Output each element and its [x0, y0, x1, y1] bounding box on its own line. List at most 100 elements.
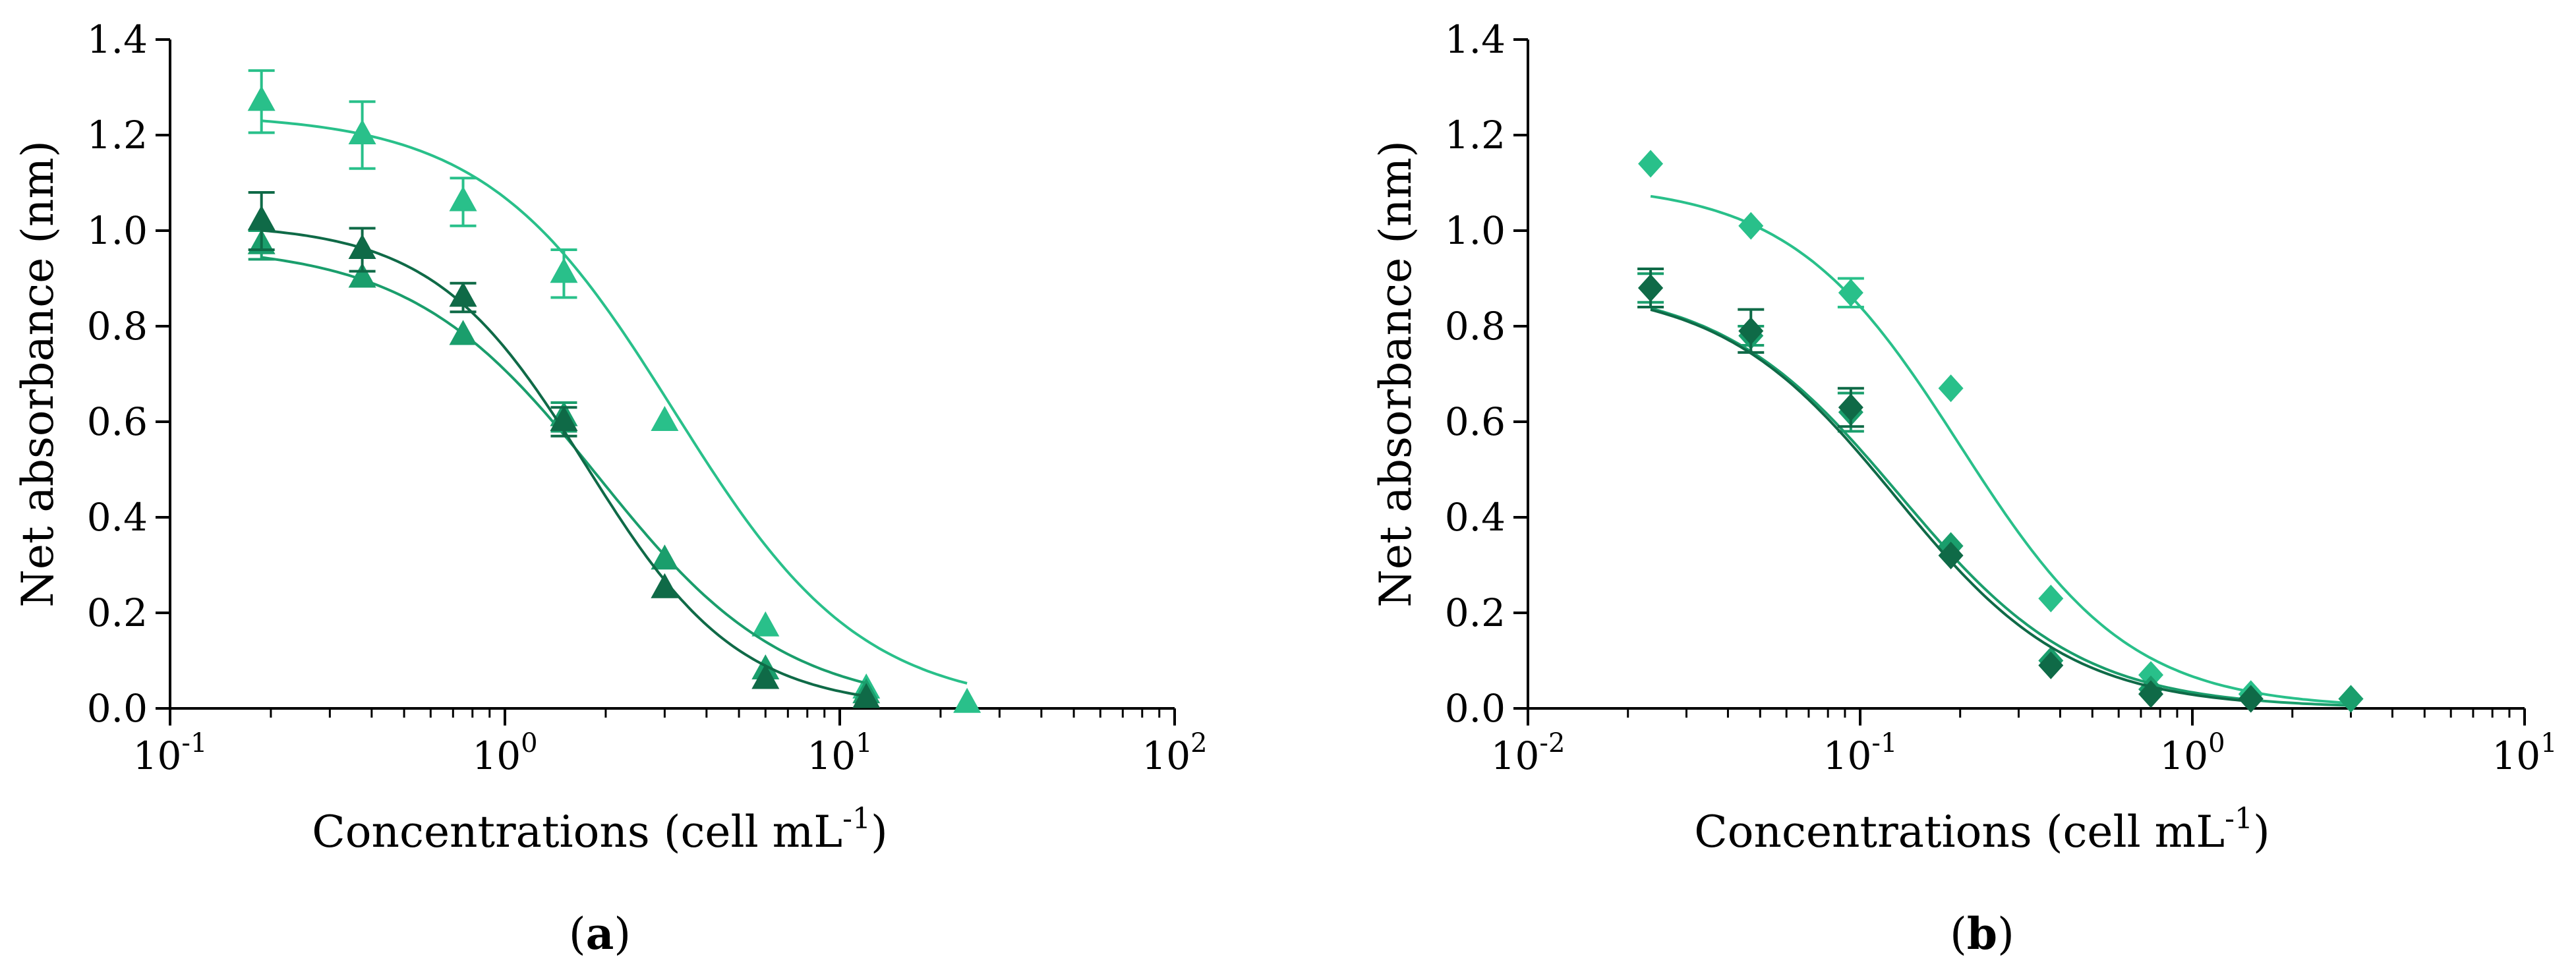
data-point [348, 234, 376, 259]
panel-label-close: ) [614, 909, 631, 959]
x-tick-exponent: 2 [1190, 728, 1207, 758]
x-tick-base: 10 [472, 733, 521, 778]
data-point [247, 86, 276, 111]
x-tick-label: 101 [2492, 728, 2557, 778]
data-point [1638, 274, 1664, 302]
y-tick-label: 0.8 [87, 304, 148, 349]
data-point [348, 262, 376, 288]
y-tick-label: 0.4 [1445, 495, 1506, 540]
x-tick-base: 10 [133, 733, 182, 778]
series-1 [247, 69, 981, 713]
series-2 [247, 229, 881, 704]
data-point [1638, 150, 1664, 178]
x-axis-title-superscript: -1 [2225, 802, 2253, 836]
fit-curve [1650, 194, 2351, 705]
data-point [550, 258, 578, 283]
series-3 [247, 191, 881, 708]
data-point [449, 186, 477, 212]
fit-curve [1650, 306, 2351, 707]
y-tick-label: 0.8 [1445, 304, 1506, 349]
data-point [247, 205, 276, 231]
data-point [1938, 542, 1964, 569]
x-tick-label: 100 [2159, 728, 2225, 778]
x-tick-exponent: 1 [2540, 728, 2557, 758]
data-point [1738, 317, 1764, 345]
data-point [449, 281, 477, 307]
data-point [1838, 279, 1863, 307]
x-tick-label: 100 [472, 728, 537, 778]
x-tick-exponent: 0 [2208, 728, 2225, 758]
data-point [2238, 685, 2264, 713]
data-point [2038, 651, 2064, 679]
y-tick-label: 1.0 [87, 208, 148, 253]
x-tick-exponent: 1 [856, 728, 872, 758]
x-tick-base: 10 [1491, 733, 1540, 778]
y-tick-label: 1.4 [87, 17, 148, 62]
panel-label: (b) [1950, 908, 2014, 959]
series-3 [1637, 268, 2264, 713]
data-point [449, 320, 477, 345]
data-point [2038, 585, 2064, 613]
y-tick-label: 0.6 [87, 399, 148, 444]
x-tick-label: 10-1 [1823, 728, 1898, 778]
y-tick-label: 1.0 [1445, 208, 1506, 253]
x-axis-title-main: Concentrations (cell mL [312, 807, 842, 857]
x-tick-base: 10 [807, 733, 856, 778]
x-axis-title: Concentrations (cell mL-1) [312, 802, 887, 857]
panel-label-letter: b [1967, 908, 1997, 959]
chart-panel-1: 0.00.20.40.60.81.01.21.410-1 100 101 102Net… [13, 17, 1208, 959]
x-axis-title-main: Concentrations (cell mL [1694, 807, 2225, 857]
fit-curve [1650, 308, 2251, 703]
chart-panel-2: 0.00.20.40.60.81.01.21.410-2 10-1 100 101Ne… [1370, 17, 2558, 959]
data-point [550, 406, 578, 431]
x-axis-title-close: ) [2253, 807, 2270, 857]
data-point [1738, 212, 1764, 240]
data-point [2138, 680, 2164, 708]
x-tick-base: 10 [2492, 733, 2540, 778]
y-tick-label: 1.2 [87, 113, 148, 157]
data-point [852, 683, 881, 708]
x-tick-label: 102 [1142, 728, 1207, 778]
x-axis-title-superscript: -1 [842, 802, 871, 836]
y-tick-label: 0.0 [87, 686, 148, 731]
y-tick-label: 0.2 [1445, 590, 1506, 635]
x-axis-title-close: ) [871, 807, 888, 857]
panel-label-close: ) [1997, 909, 2014, 959]
x-tick-exponent: -1 [1871, 728, 1897, 758]
data-point [651, 573, 679, 598]
data-point [651, 406, 679, 431]
data-point [651, 544, 679, 570]
panel-label-letter: a [586, 908, 614, 959]
data-point [2338, 685, 2364, 713]
x-tick-exponent: -2 [1539, 728, 1565, 758]
fit-curve [261, 119, 968, 685]
x-tick-label: 10-1 [133, 728, 208, 778]
y-tick-label: 1.2 [1445, 113, 1506, 157]
panel-label-open: ( [569, 909, 586, 959]
y-tick-label: 0.0 [1445, 686, 1506, 731]
y-tick-label: 0.4 [87, 495, 148, 540]
data-point [1838, 393, 1863, 422]
x-tick-base: 10 [1142, 733, 1190, 778]
x-tick-label: 101 [807, 728, 872, 778]
x-tick-base: 10 [2159, 733, 2208, 778]
x-tick-base: 10 [1823, 733, 1872, 778]
panel-label-open: ( [1950, 909, 1967, 959]
data-point [751, 664, 780, 689]
data-point [953, 687, 981, 713]
x-tick-exponent: -1 [181, 728, 207, 758]
panel-label: (a) [569, 908, 631, 959]
y-tick-label: 0.6 [1445, 399, 1506, 444]
y-axis-title: Net absorbance (nm) [1370, 140, 1421, 608]
data-point [1938, 374, 1964, 403]
data-point [348, 119, 376, 144]
x-tick-exponent: 0 [521, 728, 537, 758]
x-tick-label: 10-2 [1491, 728, 1566, 778]
data-point [751, 611, 780, 637]
fit-curve [261, 229, 867, 698]
y-tick-label: 0.2 [87, 590, 148, 635]
x-axis-title: Concentrations (cell mL-1) [1694, 802, 2269, 857]
y-tick-label: 1.4 [1445, 17, 1506, 62]
series-1 [1638, 150, 2364, 713]
